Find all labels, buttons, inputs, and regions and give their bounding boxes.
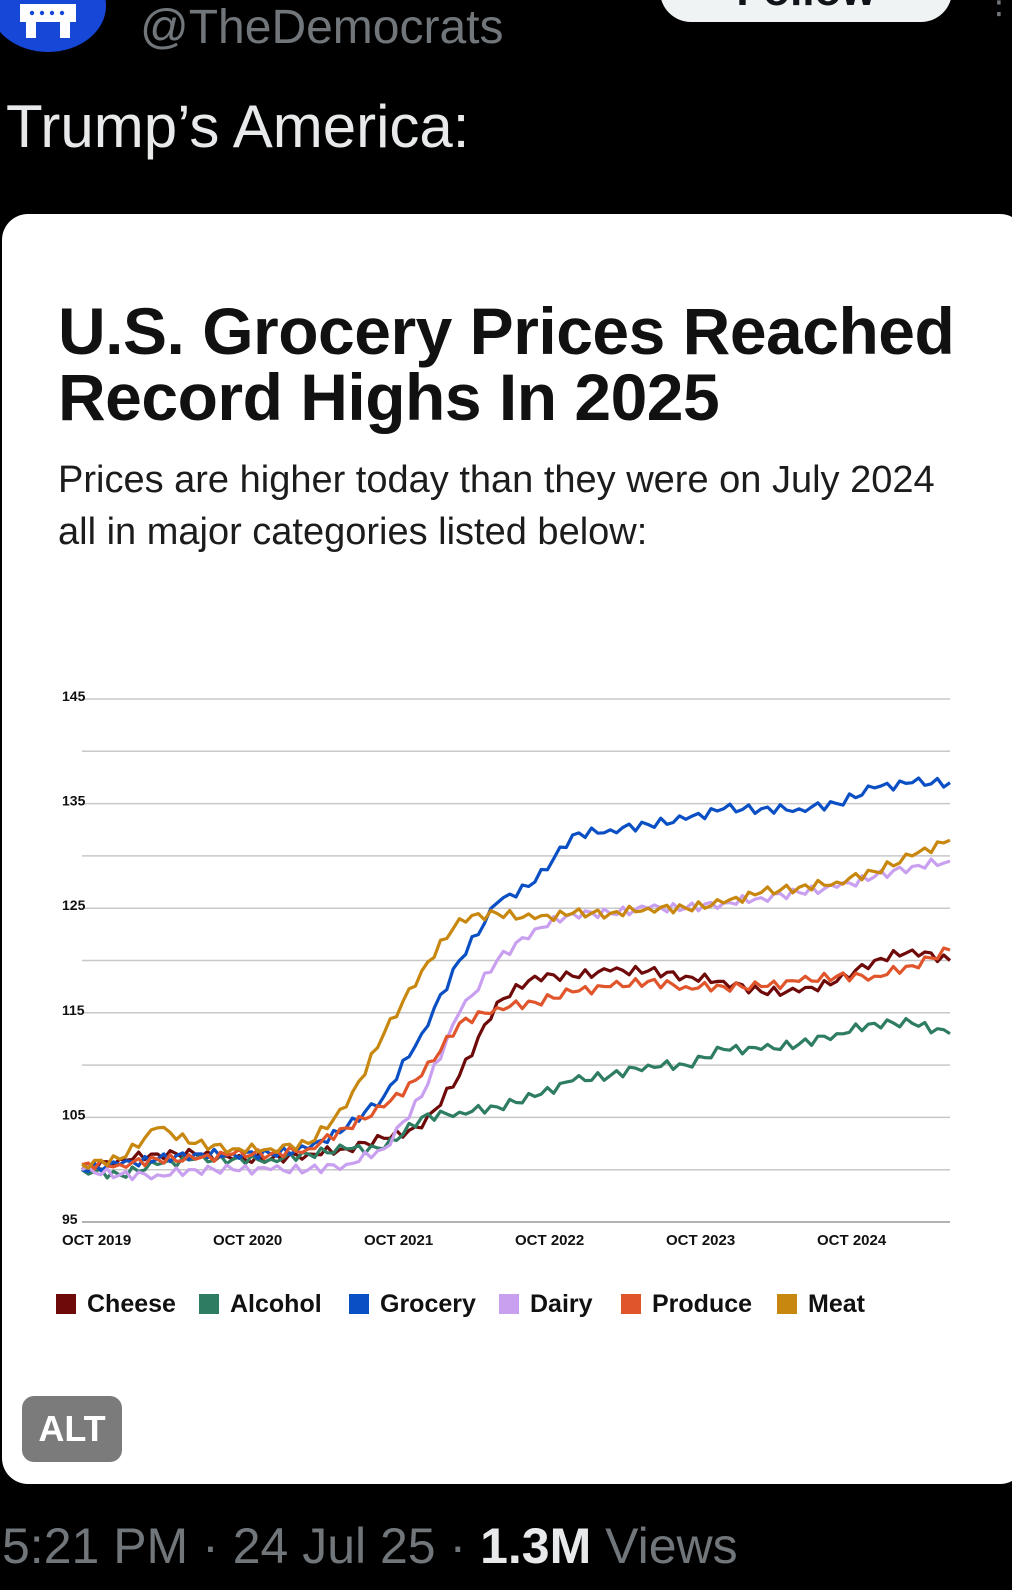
series-line-cheese <box>80 948 952 1173</box>
user-handle[interactable]: @TheDemocrats <box>140 1 504 54</box>
tweet-date: 24 Jul 25 <box>232 1518 436 1574</box>
y-tick-label: 115 <box>62 1002 85 1018</box>
party-logo-icon <box>20 4 76 38</box>
avatar[interactable] <box>0 0 106 52</box>
chart-title: U.S. Grocery Prices Reached Record Highs… <box>58 294 955 434</box>
meta-separator: · <box>449 1518 467 1574</box>
legend-swatch <box>199 1294 219 1314</box>
tweet-meta: 5:21 PM · 24 Jul 25 · 1.3M Views <box>2 1516 738 1576</box>
y-tick-label: 125 <box>62 897 86 913</box>
legend-swatch <box>499 1294 519 1314</box>
x-tick-label: OCT 2019 <box>62 1232 131 1249</box>
x-tick-label: OCT 2024 <box>817 1232 887 1249</box>
tweet-time: 5:21 PM <box>2 1518 189 1574</box>
media-card[interactable]: U.S. Grocery Prices Reached Record Highs… <box>2 214 1012 1484</box>
series-line-grocery <box>81 776 951 1174</box>
series-line-produce <box>81 946 951 1171</box>
legend-label: Cheese <box>87 1290 176 1318</box>
legend-label: Grocery <box>380 1290 476 1318</box>
y-tick-label: 145 <box>62 688 86 704</box>
more-dots-icon[interactable]: ⋮ <box>982 0 1012 21</box>
tweet-text: Trump’s America: <box>6 93 470 160</box>
follow-button[interactable]: Follow <box>660 0 952 22</box>
legend-label: Dairy <box>530 1290 593 1318</box>
x-tick-label: OCT 2023 <box>666 1232 735 1249</box>
x-tick-label: OCT 2020 <box>213 1232 282 1249</box>
alt-badge[interactable]: ALT <box>22 1396 122 1462</box>
chart-subtitle: Prices are higher today than they were o… <box>58 459 935 553</box>
y-tick-label: 95 <box>62 1211 78 1227</box>
meta-separator: · <box>202 1518 219 1574</box>
x-tick-label: OCT 2021 <box>364 1232 433 1249</box>
legend-label: Produce <box>652 1290 752 1318</box>
views-count: 1.3M <box>480 1518 592 1574</box>
x-tick-label: OCT 2022 <box>515 1232 584 1249</box>
series-line-dairy <box>81 857 951 1182</box>
y-tick-label: 105 <box>62 1106 86 1122</box>
legend-swatch <box>777 1294 797 1314</box>
views-label: Views <box>605 1518 738 1574</box>
line-chart: 95 105 115 125 135 145 OCT 2019 OCT 2020 OCT 202… <box>56 688 952 1318</box>
legend-label: Meat <box>808 1290 866 1318</box>
legend-swatch <box>349 1294 369 1314</box>
legend-swatch <box>621 1294 641 1314</box>
series-line-meat <box>81 838 951 1170</box>
y-tick-label: 135 <box>62 793 86 809</box>
legend-swatch <box>56 1294 76 1314</box>
legend-label: Alcohol <box>230 1290 322 1318</box>
